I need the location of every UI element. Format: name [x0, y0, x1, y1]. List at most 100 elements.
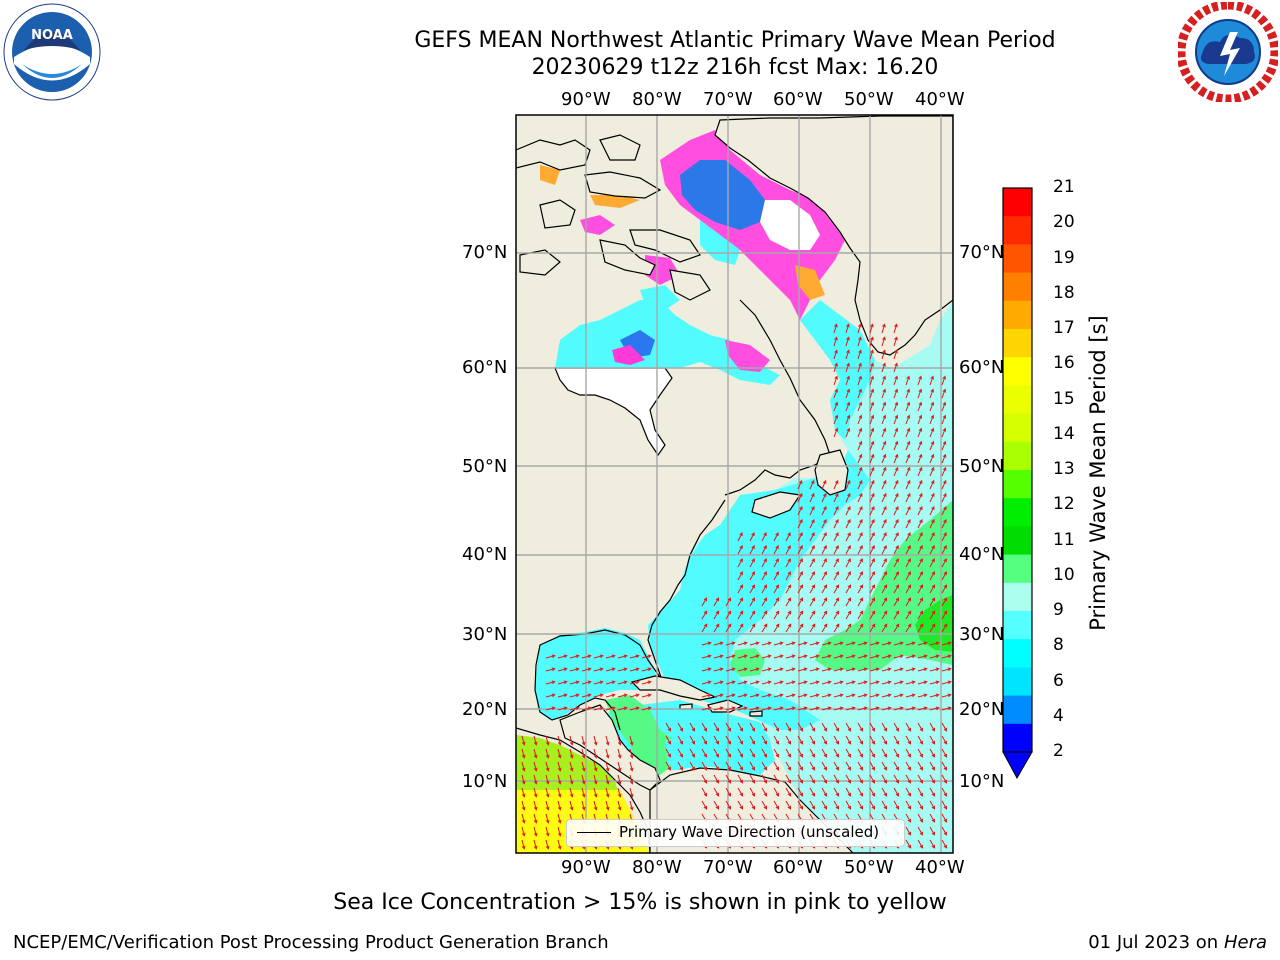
period-11-zone — [915, 595, 953, 652]
wave-arrow — [737, 722, 743, 732]
wave-arrow — [797, 584, 803, 594]
wave-arrow — [881, 480, 887, 490]
wave-arrow-head — [931, 545, 935, 549]
wave-arrow-head — [719, 706, 724, 711]
wave-arrow-head — [791, 654, 796, 659]
wave-arrow — [929, 467, 935, 477]
wave-arrow — [617, 787, 621, 797]
wave-arrow — [881, 337, 886, 347]
wave-arrow — [725, 681, 735, 685]
wave-arrow — [809, 571, 815, 581]
wave-arrow-head — [871, 597, 875, 602]
wave-arrow-head — [593, 806, 598, 811]
wave-arrow-head — [919, 818, 924, 823]
wave-arrow-head — [827, 680, 832, 685]
wave-arrow — [905, 624, 912, 633]
wave-arrow-head — [847, 792, 852, 797]
wave-arrow-head — [799, 727, 804, 732]
wave-arrow-head — [611, 667, 616, 672]
wave-arrow — [881, 558, 887, 568]
wave-arrow — [809, 707, 819, 711]
wave-arrow — [773, 584, 779, 594]
wave-arrow — [845, 337, 850, 347]
wave-arrow — [881, 532, 887, 542]
wave-arrow — [869, 558, 875, 568]
wave-arrow-head — [935, 654, 940, 659]
wave-arrow-head — [779, 706, 784, 711]
wave-arrow — [845, 611, 852, 620]
wave-arrow-head — [935, 641, 940, 646]
wave-arrow-head — [763, 623, 768, 628]
wave-arrow-head — [847, 753, 852, 758]
wave-arrow-head — [919, 831, 924, 836]
wave-arrow-head — [587, 654, 592, 659]
wave-arrow — [917, 532, 923, 542]
wave-arrow-head — [871, 545, 875, 549]
svg-text:NOAA: NOAA — [31, 28, 73, 43]
wave-arrow — [833, 376, 838, 386]
wave-arrow-head — [834, 323, 838, 328]
lat-tick-left-60n: 60°N — [462, 357, 508, 378]
wave-arrow — [941, 402, 946, 412]
map-legend: Primary Wave Direction (unscaled) — [566, 819, 905, 847]
wave-arrow-head — [895, 532, 899, 537]
wave-arrow — [869, 748, 875, 758]
wave-arrow — [785, 694, 795, 698]
wave-arrow-head — [887, 693, 892, 698]
wave-arrow — [833, 800, 839, 810]
footer-date: 01 Jul 2023 on Hera — [1088, 932, 1267, 953]
wave-arrow — [917, 839, 923, 849]
wave-arrow-head — [931, 558, 935, 563]
wave-arrow-head — [799, 753, 804, 758]
wave-arrow-head — [907, 844, 912, 849]
wave-arrow-head — [775, 584, 780, 589]
wave-arrow-head — [882, 479, 887, 484]
wave-arrow — [917, 467, 923, 477]
wave-arrow — [713, 787, 719, 797]
wave-arrow — [893, 722, 899, 732]
wave-arrow — [773, 787, 779, 797]
wave-arrow — [929, 611, 936, 620]
wave-arrow — [773, 748, 779, 758]
wave-arrow — [797, 722, 803, 732]
wave-arrow — [737, 694, 747, 698]
wave-arrow — [569, 655, 579, 659]
wave-arrow-head — [847, 805, 852, 810]
wave-arrow-head — [823, 792, 828, 797]
lat-tick-right-20n: 20°N — [959, 699, 1005, 720]
wave-arrow-head — [858, 466, 863, 471]
wave-arrow — [557, 735, 561, 745]
wave-arrow-head — [835, 505, 839, 510]
wave-arrow — [917, 774, 923, 784]
wave-arrow — [821, 584, 827, 594]
wave-arrow-head — [755, 667, 760, 672]
wave-arrow — [581, 774, 585, 784]
wave-arrow — [629, 774, 633, 784]
wave-arrow-head — [581, 741, 586, 746]
wave-arrow-head — [823, 532, 827, 537]
wave-arrow-head — [882, 453, 887, 458]
wave-arrow-head — [569, 780, 574, 785]
wave-arrow — [833, 428, 838, 438]
wave-arrow-head — [775, 532, 779, 537]
wave-arrow — [857, 454, 862, 464]
wave-arrow — [869, 722, 875, 732]
wave-arrow-head — [803, 667, 808, 672]
wave-arrow-head — [943, 558, 947, 563]
wave-arrow-head — [895, 623, 900, 628]
wave-arrow-head — [883, 505, 887, 510]
wave-arrow-head — [727, 623, 732, 628]
colorbar-extend-arrow — [1002, 751, 1033, 780]
greenland — [714, 115, 953, 356]
wave-arrow-head — [919, 623, 924, 628]
map-title: GEFS MEAN Northwest Atlantic Primary Wav… — [414, 28, 1056, 53]
wave-arrow — [533, 813, 537, 823]
wave-arrow — [761, 681, 771, 685]
wave-arrow-head — [545, 767, 550, 772]
wave-arrow-head — [863, 693, 868, 698]
wave-arrow — [917, 813, 923, 823]
wave-arrow-head — [611, 680, 616, 685]
wave-arrow — [749, 681, 759, 685]
wave-arrow — [761, 571, 767, 581]
wave-arrow-head — [859, 740, 864, 745]
